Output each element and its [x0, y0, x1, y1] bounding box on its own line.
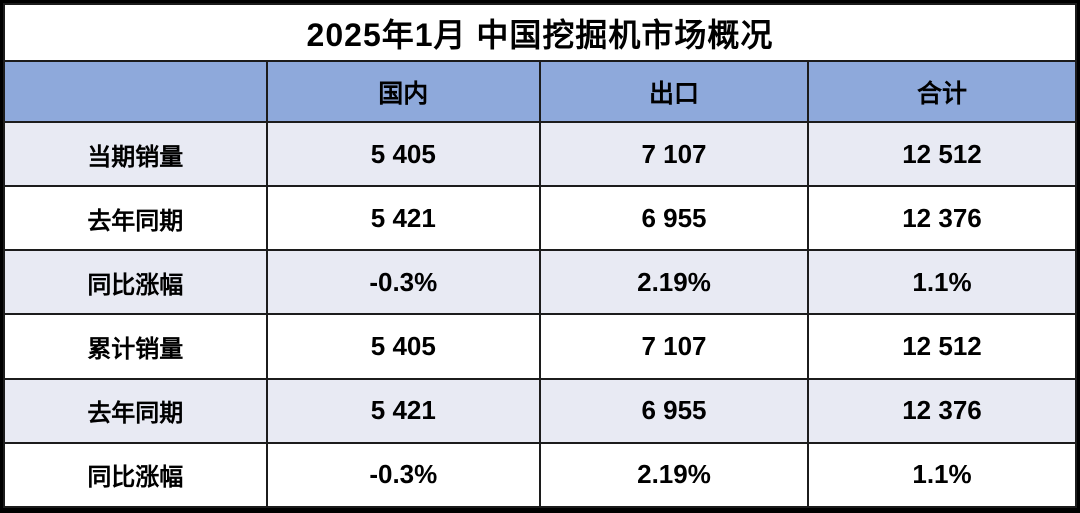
table-cell: 2.19% — [538, 441, 809, 509]
table-cell: 12 376 — [806, 185, 1078, 252]
table-row-cumulative-sales: 累计销量 5 405 7 107 12 512 — [3, 313, 1078, 380]
table-cell: 5 405 — [265, 120, 541, 188]
row-label: 当期销量 — [3, 120, 268, 188]
table-cell: 1.1% — [806, 249, 1078, 316]
data-table: 2025年1月 中国挖掘机市场概况 国内 出口 合计 当期销量 5 405 7 … — [3, 3, 1078, 509]
table-cell: 5 421 — [265, 377, 541, 444]
row-label: 同比涨幅 — [3, 249, 268, 316]
row-label: 去年同期 — [3, 377, 268, 444]
table-cell: 5 421 — [265, 185, 541, 252]
table-cell: 12 512 — [806, 313, 1078, 380]
table-row-last-year-same-period: 去年同期 5 421 6 955 12 376 — [3, 185, 1078, 252]
column-header-export: 出口 — [538, 60, 809, 123]
column-header-total: 合计 — [806, 60, 1078, 123]
table-cell: 6 955 — [538, 377, 809, 444]
column-header-blank — [3, 60, 268, 123]
table-cell: 7 107 — [538, 313, 809, 380]
table-cell: 12 376 — [806, 377, 1078, 444]
header-row: 国内 出口 合计 — [3, 60, 1078, 123]
table-cell: 12 512 — [806, 120, 1078, 188]
row-label: 累计销量 — [3, 313, 268, 380]
table-cell: 1.1% — [806, 441, 1078, 509]
title-row: 2025年1月 中国挖掘机市场概况 — [3, 3, 1077, 62]
row-label: 去年同期 — [3, 185, 268, 252]
row-label: 同比涨幅 — [3, 441, 268, 509]
table-cell: 7 107 — [538, 120, 809, 188]
table-title: 2025年1月 中国挖掘机市场概况 — [3, 3, 1077, 62]
table-cell: -0.3% — [265, 249, 541, 316]
table-cell: 2.19% — [538, 249, 809, 316]
table-cell: 5 405 — [265, 313, 541, 380]
column-header-domestic: 国内 — [265, 60, 541, 123]
table-row-last-year-same-period-cumulative: 去年同期 5 421 6 955 12 376 — [3, 377, 1078, 444]
table-cell: 6 955 — [538, 185, 809, 252]
table-row-current-sales: 当期销量 5 405 7 107 12 512 — [3, 120, 1078, 188]
table-cell: -0.3% — [265, 441, 541, 509]
table-row-yoy-change-cumulative: 同比涨幅 -0.3% 2.19% 1.1% — [3, 441, 1078, 509]
table-row-yoy-change: 同比涨幅 -0.3% 2.19% 1.1% — [3, 249, 1078, 316]
